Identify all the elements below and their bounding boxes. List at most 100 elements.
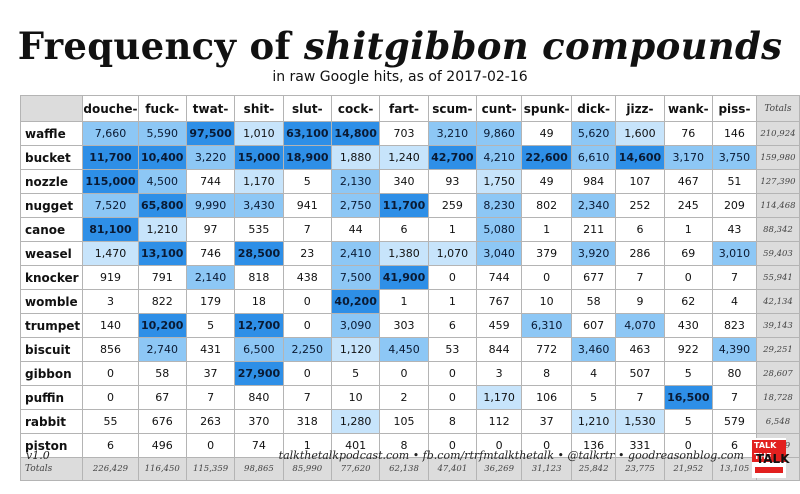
data-cell: 8: [521, 361, 572, 386]
title-plain: Frequency of: [17, 24, 304, 68]
data-cell: 1,170: [234, 169, 284, 194]
data-cell: 43: [711, 217, 757, 242]
totals-column-header: Totals: [755, 95, 800, 122]
data-cell: 8: [379, 433, 429, 458]
title-italic: shitgibbon compounds: [303, 24, 783, 68]
data-cell: 744: [476, 265, 523, 290]
row-total: 28,607: [755, 361, 800, 386]
data-cell: 9,990: [185, 193, 236, 218]
data-cell: 0: [521, 433, 572, 458]
column-total: 116,450: [137, 457, 187, 481]
data-cell: 4,390: [711, 337, 757, 362]
row-total: 55,941: [755, 265, 800, 290]
data-cell: 1: [521, 217, 572, 242]
data-cell: 5,620: [570, 121, 617, 146]
row-total: 210,924: [755, 121, 800, 146]
table-row: rabbit 55 676 263 370 318 1,280 105 8 112 37 1,210 1…: [19, 409, 800, 434]
row-total: 159,980: [755, 145, 800, 170]
data-cell: 28,500: [234, 241, 284, 266]
data-cell: 459: [476, 313, 523, 338]
data-cell: 744: [185, 169, 236, 194]
row-total: 88,342: [755, 217, 800, 242]
data-cell: 1: [427, 289, 478, 314]
column-total: 98,865: [234, 457, 284, 481]
data-cell: 6: [82, 433, 139, 458]
table-row: nugget 7,520 65,800 9,990 3,430 941 2,750 11,70…: [19, 193, 800, 218]
column-total: 62,138: [379, 457, 429, 481]
data-cell: 3: [476, 361, 523, 386]
data-cell: 6,500: [234, 337, 284, 362]
data-cell: 2: [379, 385, 429, 410]
data-cell: 11,700: [379, 193, 429, 218]
data-cell: 1,210: [570, 409, 617, 434]
data-cell: 823: [711, 313, 757, 338]
table-row: weasel 1,470 13,100 746 28,500 23 2,410 1,380 1,…: [19, 241, 800, 266]
column-header: twat-: [185, 95, 236, 122]
data-cell: 14,600: [615, 145, 665, 170]
data-cell: 0: [82, 385, 139, 410]
data-cell: 18,900: [282, 145, 332, 170]
data-cell: 1,280: [330, 409, 381, 434]
data-cell: 7,500: [330, 265, 381, 290]
data-cell: 10,200: [137, 313, 187, 338]
data-cell: 115,000: [82, 169, 139, 194]
table-row: puffin 0 67 7 840 7 10 2 0 1,170 106 5 7 16,500 7 18,72…: [19, 385, 800, 410]
column-header: douche-: [82, 95, 139, 122]
data-cell: 303: [379, 313, 429, 338]
row-total: 29,251: [755, 337, 800, 362]
data-cell: 1,530: [615, 409, 665, 434]
data-cell: 507: [615, 361, 665, 386]
data-cell: 80: [711, 361, 757, 386]
data-cell: 370: [234, 409, 284, 434]
column-header-row: douche-fuck-twat-shit-slut-cock-fart-scu…: [19, 95, 800, 122]
data-cell: 106: [521, 385, 572, 410]
data-cell: 0: [476, 433, 523, 458]
column-header: jizz-: [615, 95, 665, 122]
data-cell: 3,010: [711, 241, 757, 266]
column-header: fuck-: [137, 95, 187, 122]
data-cell: 463: [615, 337, 665, 362]
data-cell: 984: [570, 169, 617, 194]
data-cell: 438: [282, 265, 332, 290]
table-row: knocker 919 791 2,140 818 438 7,500 41,900 0 744 0…: [19, 265, 800, 290]
data-cell: 18: [234, 289, 284, 314]
data-cell: 7: [282, 217, 332, 242]
row-header: knocker: [19, 265, 84, 290]
data-cell: 23: [282, 241, 332, 266]
data-cell: 51: [711, 169, 757, 194]
data-cell: 6: [379, 217, 429, 242]
data-cell: 1,010: [234, 121, 284, 146]
data-cell: 767: [476, 289, 523, 314]
data-cell: 818: [234, 265, 284, 290]
data-cell: 318: [282, 409, 332, 434]
row-header: waffle: [19, 121, 84, 146]
column-header: dick-: [570, 95, 617, 122]
data-cell: 49: [521, 169, 572, 194]
data-cell: 8: [427, 409, 478, 434]
data-cell: 4,450: [379, 337, 429, 362]
page-title: Frequency of shitgibbon compounds: [0, 22, 800, 70]
data-cell: 5: [282, 169, 332, 194]
data-cell: 3,220: [185, 145, 236, 170]
data-cell: 6,610: [570, 145, 617, 170]
data-cell: 53: [427, 337, 478, 362]
data-cell: 63,100: [282, 121, 332, 146]
data-cell: 11,700: [82, 145, 139, 170]
data-cell: 0: [282, 289, 332, 314]
totals-row-label: Totals: [19, 457, 84, 481]
data-cell: 65,800: [137, 193, 187, 218]
data-cell: 16,500: [663, 385, 713, 410]
data-cell: 10,400: [137, 145, 187, 170]
data-cell: 9,860: [476, 121, 523, 146]
data-cell: 140: [82, 313, 139, 338]
data-cell: 0: [82, 361, 139, 386]
data-cell: 844: [476, 337, 523, 362]
data-cell: 1,120: [330, 337, 381, 362]
table-row: canoe 81,100 1,210 97 535 7 44 6 1 5,080 1 211 6 1 43 8…: [19, 217, 800, 242]
corner-cell: [19, 95, 84, 122]
data-cell: 5: [663, 361, 713, 386]
column-header: shit-: [234, 95, 284, 122]
data-cell: 179: [185, 289, 236, 314]
data-cell: 3,750: [711, 145, 757, 170]
data-cell: 1,070: [427, 241, 478, 266]
